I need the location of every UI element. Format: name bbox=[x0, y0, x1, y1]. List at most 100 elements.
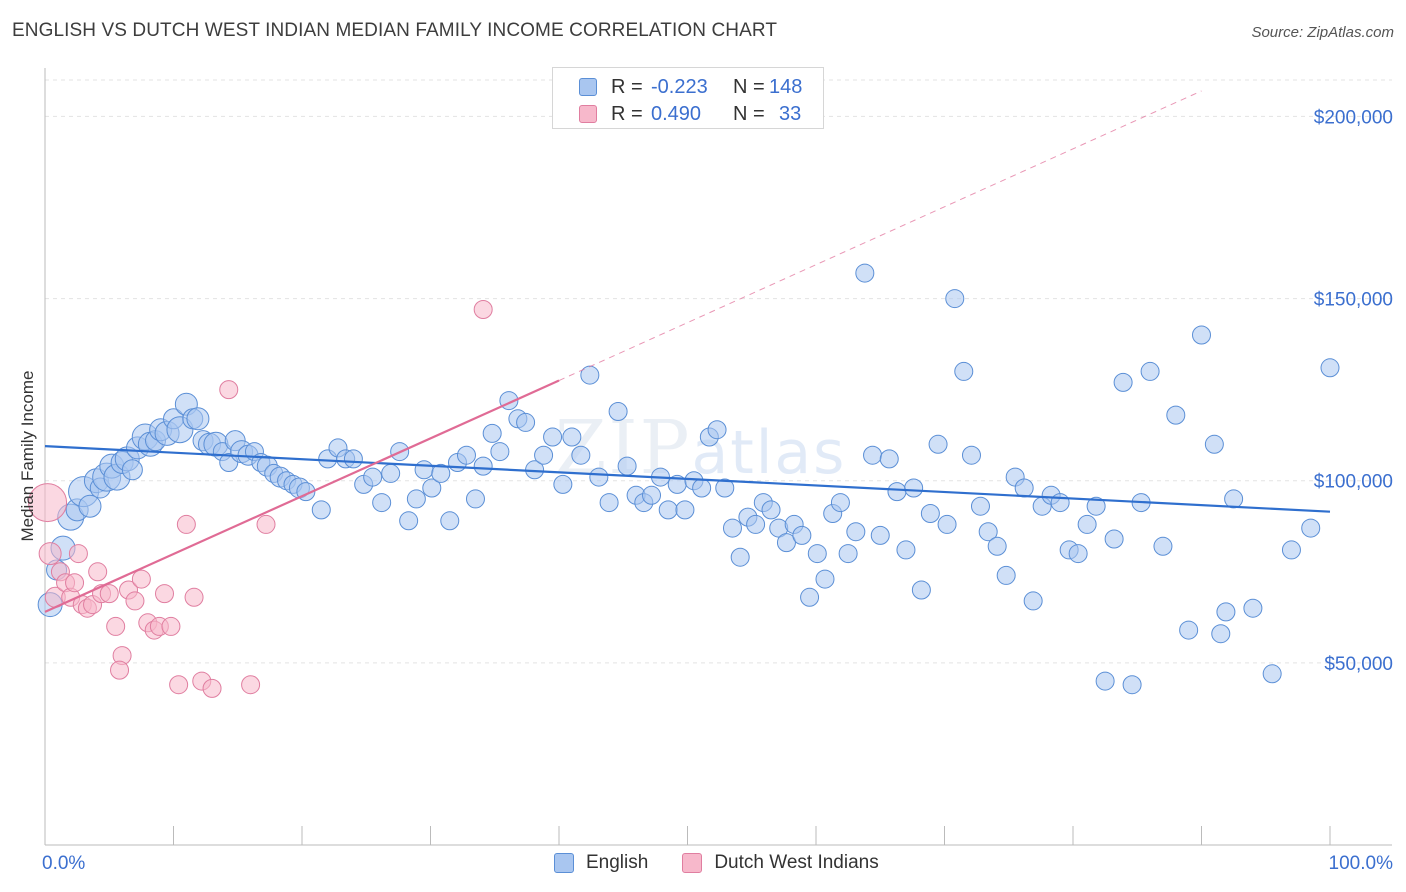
english-point bbox=[311, 500, 331, 520]
english-point bbox=[879, 449, 899, 469]
english-point bbox=[1211, 624, 1231, 644]
english-point bbox=[1166, 405, 1186, 425]
dutch-legend-label: Dutch West Indians bbox=[714, 852, 879, 873]
english-legend-label: English bbox=[586, 852, 649, 873]
x-tick-label-end: 100.0% bbox=[1329, 853, 1394, 874]
english-point bbox=[186, 407, 210, 431]
english-point bbox=[534, 445, 554, 465]
dutch-point bbox=[241, 675, 261, 695]
english-point bbox=[987, 536, 1007, 556]
english-point bbox=[658, 500, 678, 520]
legend-item-english[interactable]: English bbox=[554, 852, 648, 874]
english-point bbox=[406, 489, 426, 509]
english-point bbox=[381, 463, 401, 483]
dutch-n-value: 33 bbox=[779, 102, 802, 125]
dutch-point bbox=[155, 584, 175, 604]
english-point bbox=[482, 423, 502, 443]
dutch-point bbox=[473, 300, 493, 319]
english-point bbox=[1050, 493, 1070, 513]
dutch-point bbox=[202, 678, 222, 698]
english-point bbox=[954, 361, 974, 381]
english-point bbox=[440, 511, 460, 531]
dutch-r-label: R = bbox=[611, 102, 643, 125]
english-point bbox=[1204, 434, 1224, 454]
english-point bbox=[1014, 478, 1034, 498]
english-point bbox=[792, 525, 812, 545]
english-point bbox=[431, 463, 451, 483]
dutch-point bbox=[28, 483, 68, 523]
english-point bbox=[904, 478, 924, 498]
x-tick-label-start: 0.0% bbox=[42, 853, 85, 874]
y-tick-label: $150,000 bbox=[1314, 290, 1393, 311]
english-point bbox=[553, 474, 573, 494]
english-n-label: N = bbox=[733, 75, 765, 98]
correlation-legend: R = -0.223 N = 148 R = 0.490 N = 33 bbox=[552, 67, 824, 129]
dutch-trendline-extension bbox=[558, 90, 1202, 381]
english-point bbox=[715, 478, 735, 498]
english-point bbox=[1262, 664, 1282, 684]
dutch-point bbox=[131, 569, 151, 589]
english-point bbox=[1320, 358, 1340, 378]
english-point bbox=[1153, 536, 1173, 556]
dutch-point bbox=[176, 514, 196, 534]
english-n-value: 148 bbox=[769, 75, 803, 98]
english-point bbox=[422, 478, 442, 498]
english-point bbox=[911, 580, 931, 600]
english-point bbox=[1122, 675, 1142, 695]
dutch-point bbox=[68, 544, 88, 564]
english-point bbox=[580, 365, 600, 385]
english-point bbox=[730, 547, 750, 567]
dutch-swatch bbox=[579, 105, 597, 123]
english-swatch bbox=[579, 78, 597, 96]
english-point bbox=[1216, 602, 1236, 622]
english-point bbox=[1068, 544, 1088, 564]
source-label: Source: ZipAtlas.com bbox=[1251, 24, 1394, 41]
english-point bbox=[970, 496, 990, 516]
english-point bbox=[1086, 496, 1106, 516]
english-point bbox=[1281, 540, 1301, 560]
english-point bbox=[978, 522, 998, 542]
dutch-n-label: N = bbox=[733, 102, 765, 125]
english-point bbox=[617, 456, 637, 476]
chart-title: ENGLISH VS DUTCH WEST INDIAN MEDIAN FAMI… bbox=[12, 20, 778, 41]
legend-item-dutch[interactable]: Dutch West Indians bbox=[682, 852, 879, 874]
english-point bbox=[1301, 518, 1321, 538]
english-point bbox=[920, 504, 940, 523]
english-point bbox=[516, 412, 536, 432]
dutch-trendline bbox=[44, 379, 560, 613]
english-point bbox=[1113, 372, 1133, 392]
english-point bbox=[543, 427, 563, 447]
english-point bbox=[846, 522, 866, 542]
english-point bbox=[1192, 325, 1211, 345]
english-point bbox=[830, 493, 850, 513]
english-point bbox=[838, 544, 858, 564]
english-point bbox=[571, 445, 591, 465]
english-point bbox=[343, 449, 363, 469]
series-legend: English Dutch West Indians bbox=[554, 852, 913, 874]
english-point bbox=[1023, 591, 1043, 611]
english-point bbox=[363, 467, 383, 487]
english-point bbox=[372, 493, 392, 513]
english-point bbox=[642, 485, 662, 505]
english-point bbox=[473, 456, 493, 476]
english-point bbox=[1104, 529, 1124, 549]
english-point bbox=[692, 478, 712, 498]
dutch-r-value: 0.490 bbox=[651, 102, 702, 125]
english-point bbox=[1077, 514, 1097, 534]
english-point bbox=[887, 482, 907, 502]
english-trendline bbox=[44, 445, 1331, 513]
english-point bbox=[896, 540, 916, 560]
dutch-point bbox=[65, 573, 85, 593]
dutch-point bbox=[169, 675, 189, 695]
dutch-point bbox=[219, 380, 239, 400]
english-point bbox=[465, 489, 485, 509]
english-point bbox=[608, 402, 628, 421]
english-point bbox=[863, 445, 883, 465]
dutch-point bbox=[256, 514, 276, 534]
dutch-legend-swatch bbox=[682, 853, 703, 873]
english-point bbox=[562, 427, 582, 447]
y-tick-label: $200,000 bbox=[1314, 107, 1393, 128]
legend-row-dutch: R = 0.490 N = 33 bbox=[579, 101, 801, 127]
dutch-point bbox=[161, 616, 181, 636]
